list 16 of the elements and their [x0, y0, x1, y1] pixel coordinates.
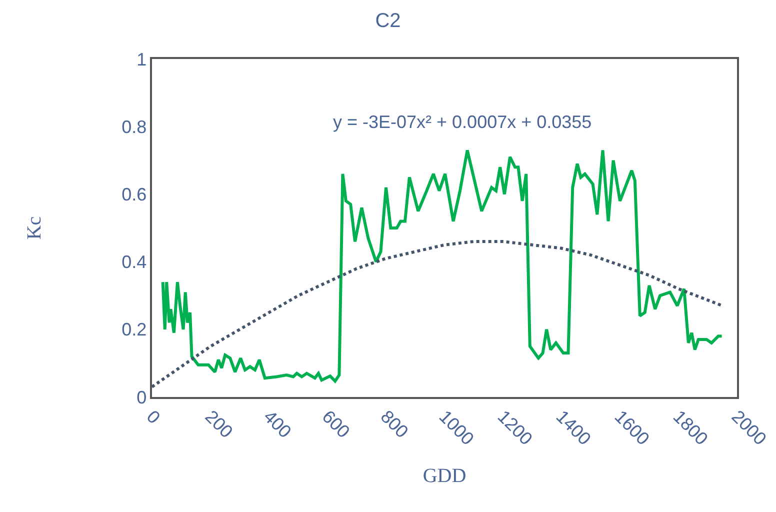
y-tick-label: 0.2 [122, 320, 147, 340]
y-tick-label: 0.4 [122, 252, 147, 272]
y-axis-title: Kc [24, 216, 46, 240]
annotation: y = -3E-07x² + 0.0007x + 0.0355 [333, 112, 592, 132]
y-tick-label: 1 [136, 49, 147, 70]
y-tick-label: 0 [136, 387, 147, 408]
x-axis-title: GDD [422, 464, 466, 487]
x-tick-label: 400 [260, 406, 296, 442]
y-tick-label: 0.8 [122, 116, 147, 137]
x-tick-label: 600 [318, 406, 354, 442]
x-tick-label: 200 [201, 406, 237, 442]
chart-title: C2 [375, 10, 401, 32]
line-series [152, 240, 724, 388]
y-tick-label: 0.6 [122, 184, 147, 204]
x-tick-label: 800 [376, 406, 412, 442]
line-series [161, 148, 724, 383]
